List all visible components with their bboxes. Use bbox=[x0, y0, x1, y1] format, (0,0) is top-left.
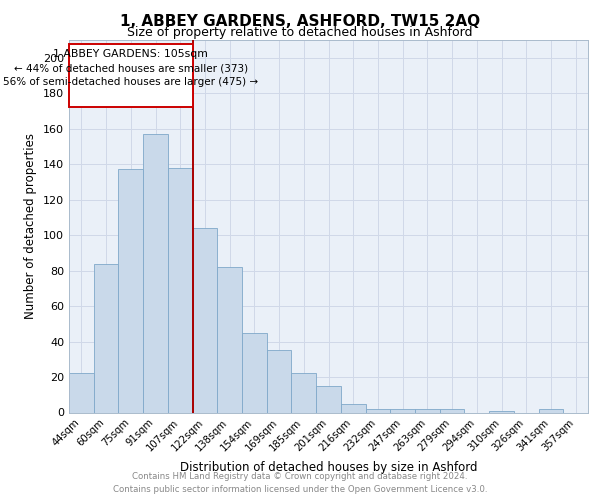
Bar bbox=[118, 170, 143, 412]
X-axis label: Distribution of detached houses by size in Ashford: Distribution of detached houses by size … bbox=[180, 462, 477, 474]
Bar bbox=[193, 228, 217, 412]
Bar bbox=[69, 44, 193, 108]
Bar bbox=[168, 168, 193, 412]
Bar bbox=[365, 409, 390, 412]
Text: 1 ABBEY GARDENS: 105sqm: 1 ABBEY GARDENS: 105sqm bbox=[53, 49, 208, 59]
Y-axis label: Number of detached properties: Number of detached properties bbox=[25, 133, 37, 320]
Bar bbox=[390, 409, 415, 412]
Bar bbox=[539, 409, 563, 412]
Text: Contains HM Land Registry data © Crown copyright and database right 2024.
Contai: Contains HM Land Registry data © Crown c… bbox=[113, 472, 487, 494]
Bar bbox=[341, 404, 365, 412]
Bar bbox=[440, 409, 464, 412]
Bar bbox=[217, 267, 242, 412]
Bar bbox=[242, 332, 267, 412]
Bar bbox=[267, 350, 292, 412]
Bar bbox=[316, 386, 341, 412]
Bar bbox=[94, 264, 118, 412]
Text: 1, ABBEY GARDENS, ASHFORD, TW15 2AQ: 1, ABBEY GARDENS, ASHFORD, TW15 2AQ bbox=[120, 14, 480, 29]
Bar bbox=[69, 374, 94, 412]
Text: 56% of semi-detached houses are larger (475) →: 56% of semi-detached houses are larger (… bbox=[3, 77, 259, 87]
Text: ← 44% of detached houses are smaller (373): ← 44% of detached houses are smaller (37… bbox=[14, 63, 248, 73]
Bar bbox=[143, 134, 168, 412]
Bar bbox=[489, 410, 514, 412]
Text: Size of property relative to detached houses in Ashford: Size of property relative to detached ho… bbox=[127, 26, 473, 39]
Bar bbox=[292, 374, 316, 412]
Bar bbox=[415, 409, 440, 412]
